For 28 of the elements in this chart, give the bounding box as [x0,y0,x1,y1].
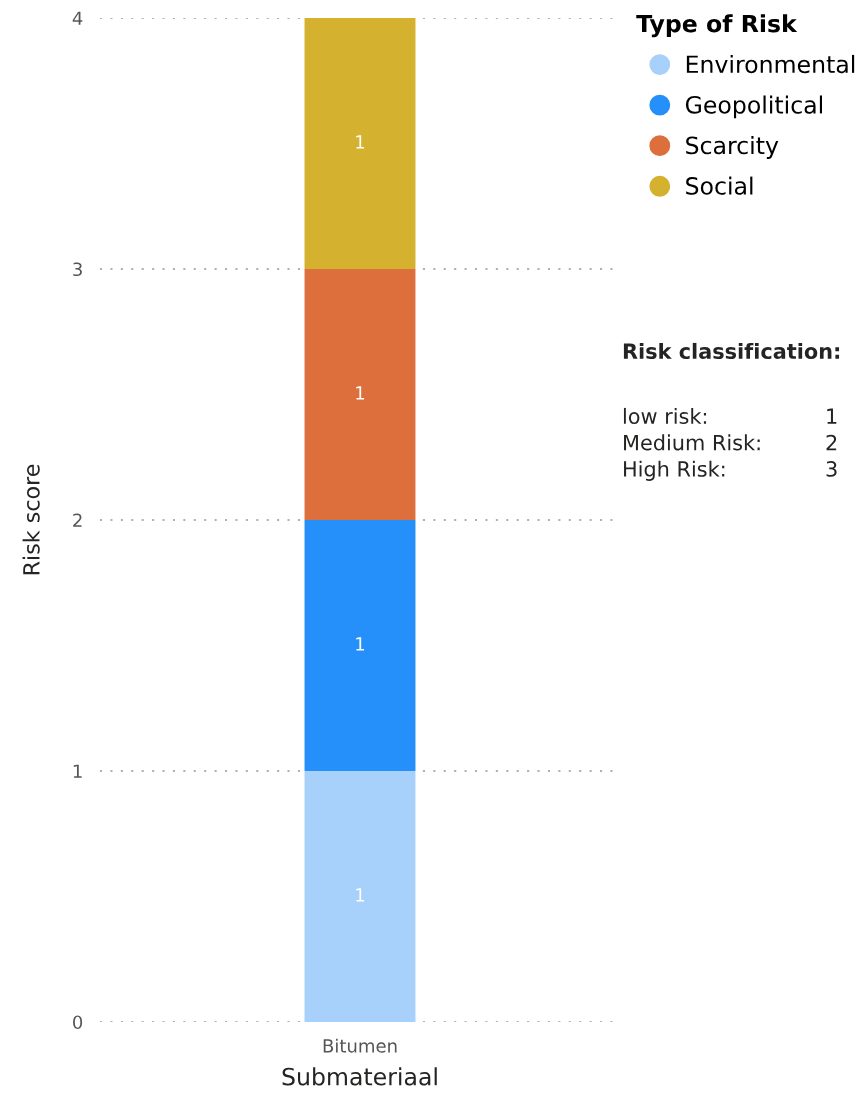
bar [304,18,416,269]
legend-label: Environmental [686,54,855,74]
y-tick-label: 2 [73,513,82,527]
y-tick-label: 1 [73,764,82,778]
bar [304,269,416,520]
bar [304,520,416,771]
x-tick-label: Bitumen [323,1038,397,1053]
text: 1 [827,408,837,424]
text: low risk: [623,407,707,425]
text: Risk classification: [623,342,840,360]
text: Medium Risk: [624,434,760,451]
legend-label: Social [686,176,753,195]
legend-label: Scarcity [686,136,779,159]
y-tick-label: 0 [73,1015,83,1030]
legend-title: Type of Risk [636,14,798,38]
text: 2 [826,434,837,451]
data-label: 1 [356,637,365,651]
data-label: 1 [356,888,365,902]
text: 3 [826,461,837,477]
bar [304,771,416,1022]
data-label: 1 [356,386,365,400]
y-axis-title: Risk score [22,464,40,575]
legend-label: Geopolitical [685,95,822,119]
y-tick-label: 3 [73,262,82,277]
text: High Risk: [624,460,725,481]
y-tick-label: 4 [72,11,83,25]
data-label: 1 [356,135,365,149]
x-axis-title: Submateriaal [282,1067,437,1086]
